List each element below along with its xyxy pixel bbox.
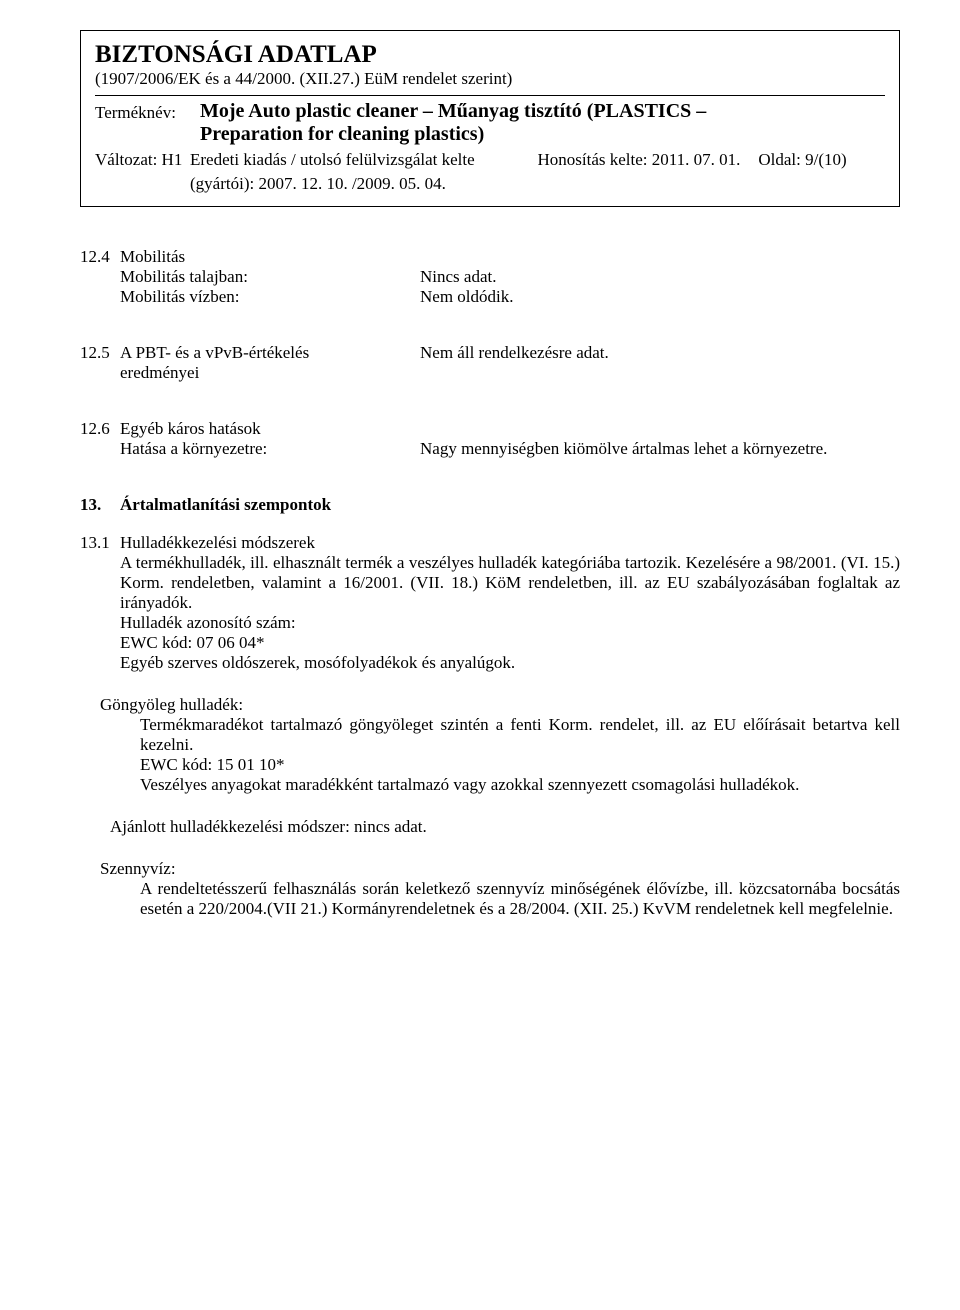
header-inner: Terméknév: Moje Auto plastic cleaner – M… bbox=[95, 95, 885, 194]
packaging-p1: Termékmaradékot tartalmazó göngyöleget s… bbox=[140, 715, 900, 755]
packaging-block: Göngyöleg hulladék: Termékmaradékot tart… bbox=[100, 695, 900, 795]
manuf-date: (gyártói): 2007. 12. 10. /2009. 05. 04. bbox=[190, 174, 538, 194]
header-box: BIZTONSÁGI ADATLAP (1907/2006/EK és a 44… bbox=[80, 30, 900, 207]
section-13-heading: 13. Ártalmatlanítási szempontok bbox=[80, 495, 900, 515]
section-12-4: 12.4 Mobilitás Mobilitás talajban: Nincs… bbox=[80, 247, 900, 307]
section-13-num: 13. bbox=[80, 495, 120, 515]
doc-subtitle: (1907/2006/EK és a 44/2000. (XII.27.) Eü… bbox=[95, 69, 885, 89]
item-num-12-6: 12.6 bbox=[80, 419, 120, 439]
para-13-1-2: Hulladék azonosító szám: bbox=[120, 613, 900, 633]
soil-val: Nincs adat. bbox=[420, 267, 900, 287]
section-13-title: Ártalmatlanítási szempontok bbox=[120, 495, 331, 515]
water-label: Mobilitás vízben: bbox=[120, 287, 420, 307]
soil-label: Mobilitás talajban: bbox=[120, 267, 420, 287]
product-row: Terméknév: Moje Auto plastic cleaner – M… bbox=[95, 100, 885, 123]
item-title-12-6: Egyéb káros hatások bbox=[120, 419, 261, 439]
env-val: Nagy mennyiségben kiömölve ártalmas lehe… bbox=[420, 439, 900, 459]
packaging-p3: Veszélyes anyagokat maradékként tartalma… bbox=[140, 775, 900, 795]
env-label: Hatása a környezetre: bbox=[120, 439, 420, 459]
packaging-p2: EWC kód: 15 01 10* bbox=[140, 755, 900, 775]
meta-row-1: Változat: H1 Eredeti kiadás / utolsó fel… bbox=[95, 150, 885, 170]
section-13-1: 13.1 Hulladékkezelési módszerek A termék… bbox=[80, 533, 900, 673]
wastewater-p1: A rendeltetésszerű felhasználás során ke… bbox=[140, 879, 900, 919]
item-num-12-4: 12.4 bbox=[80, 247, 120, 267]
section-12-6: 12.6 Egyéb káros hatások Hatása a környe… bbox=[80, 419, 900, 459]
recommended-method: Ajánlott hulladékkezelési módszer: nincs… bbox=[110, 817, 900, 837]
item-title-12-5-l1: A PBT- és a vPvB-értékelés bbox=[120, 343, 420, 363]
page: BIZTONSÁGI ADATLAP (1907/2006/EK és a 44… bbox=[0, 0, 960, 977]
product-name-line1: Moje Auto plastic cleaner – Műanyag tisz… bbox=[200, 100, 706, 123]
item-num-13-1: 13.1 bbox=[80, 533, 120, 553]
orig-issue: Eredeti kiadás / utolsó felülvizsgálat k… bbox=[190, 150, 538, 170]
packaging-heading: Göngyöleg hulladék: bbox=[100, 695, 900, 715]
section-12-5: 12.5 A PBT- és a vPvB-értékelés Nem áll … bbox=[80, 343, 900, 383]
meta-row-2: (gyártói): 2007. 12. 10. /2009. 05. 04. bbox=[95, 174, 885, 194]
item-title-12-4: Mobilitás bbox=[120, 247, 185, 267]
para-13-1-4: Egyéb szerves oldószerek, mosófolyadékok… bbox=[120, 653, 900, 673]
item-val-12-5: Nem áll rendelkezésre adat. bbox=[420, 343, 900, 363]
water-val: Nem oldódik. bbox=[420, 287, 900, 307]
wastewater-block: Szennyvíz: A rendeltetésszerű felhasznál… bbox=[100, 859, 900, 919]
item-num-12-5: 12.5 bbox=[80, 343, 120, 363]
para-13-1-3: EWC kód: 07 06 04* bbox=[120, 633, 900, 653]
product-label: Terméknév: bbox=[95, 100, 190, 123]
product-name-line2: Preparation for cleaning plastics) bbox=[200, 123, 885, 146]
doc-title: BIZTONSÁGI ADATLAP bbox=[95, 41, 885, 69]
item-title-12-5-l2: eredményei bbox=[120, 363, 199, 383]
wastewater-heading: Szennyvíz: bbox=[100, 859, 900, 879]
item-title-13-1: Hulladékkezelési módszerek bbox=[120, 533, 315, 553]
page-info: Oldal: 9/(10) bbox=[758, 150, 846, 170]
variant-label: Változat: H1 bbox=[95, 150, 190, 170]
honositas: Honosítás kelte: 2011. 07. 01. bbox=[538, 150, 741, 170]
para-13-1-1: A termékhulladék, ill. elhasznált termék… bbox=[120, 553, 900, 613]
